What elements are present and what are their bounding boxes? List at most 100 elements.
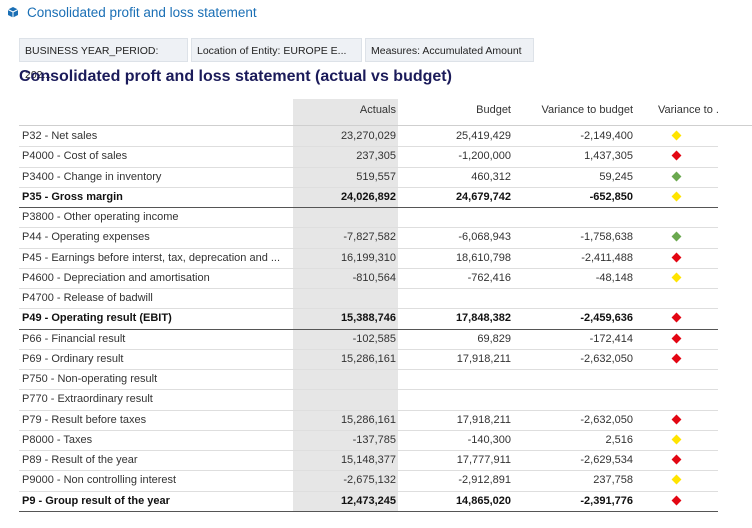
cell-actuals: 15,148,377 xyxy=(340,454,396,466)
column-header: Budget xyxy=(476,104,511,116)
row-line xyxy=(19,288,718,289)
status-indicator xyxy=(671,434,682,445)
row-line xyxy=(19,389,718,391)
column-header: Variance to budget xyxy=(541,104,633,116)
row-label: P89 - Result of the year xyxy=(22,454,138,466)
cell-budget: 17,918,211 xyxy=(456,413,511,426)
row-label: P79 - Result before taxes xyxy=(22,413,147,426)
row-line xyxy=(19,166,718,168)
column-header: Variance to . xyxy=(658,104,719,116)
filter-chip[interactable]: Location of Entity: EUROPE E... xyxy=(191,38,362,62)
cell-budget: 460,312 xyxy=(471,170,511,183)
cell-actuals: 23,270,029 xyxy=(340,130,396,142)
row-line xyxy=(19,267,718,269)
row-line xyxy=(19,328,718,330)
row-label: P66 - Financial result xyxy=(22,332,126,345)
cell-actuals: 15,388,746 xyxy=(340,312,396,325)
status-indicator xyxy=(671,454,682,465)
cell-actuals: 12,473,245 xyxy=(340,494,396,507)
status-indicator xyxy=(671,191,682,202)
cell-budget: -2,912,891 xyxy=(458,474,511,487)
row-line xyxy=(19,429,718,431)
cell-actuals: -810,564 xyxy=(352,271,396,284)
page-title: Consolidated profit and loss statement xyxy=(27,5,257,20)
cell-actuals: -102,585 xyxy=(352,332,396,345)
row-line xyxy=(19,146,718,148)
column-header: Actuals xyxy=(359,104,396,116)
cell-budget: 18,610,798 xyxy=(455,251,511,264)
cell-variance: -2,391,776 xyxy=(580,494,633,507)
row-label: P45 - Earnings before interst, tax, depr… xyxy=(22,251,281,264)
table-title: Consolidated proft and loss statement (a… xyxy=(19,68,452,85)
cell-variance: -652,850 xyxy=(589,190,633,203)
row-line xyxy=(19,348,718,350)
cell-variance: -2,459,636 xyxy=(580,312,633,325)
cell-budget: 17,848,382 xyxy=(455,312,511,325)
status-indicator xyxy=(671,231,682,242)
cell-variance: -2,632,050 xyxy=(580,352,633,365)
row-label: P35 - Gross margin xyxy=(22,190,123,203)
cell-variance: -2,629,534 xyxy=(580,454,633,466)
row-label: P9000 - Non controlling interest xyxy=(22,474,177,487)
status-indicator xyxy=(671,474,682,485)
cell-budget: 24,679,742 xyxy=(455,190,511,203)
cell-variance: 237,758 xyxy=(593,474,633,487)
cell-budget: 14,865,020 xyxy=(455,494,511,507)
row-line xyxy=(19,308,718,310)
cell-budget: 17,918,211 xyxy=(456,352,511,365)
row-label: P4700 - Release of badwill xyxy=(22,292,153,304)
cell-actuals: 24,026,892 xyxy=(340,190,396,203)
cell-budget: 17,777,911 xyxy=(456,454,511,466)
row-line xyxy=(19,186,718,188)
cell-actuals: -7,827,582 xyxy=(343,231,396,244)
cell-actuals: -2,675,132 xyxy=(343,474,396,487)
row-line xyxy=(19,409,718,411)
cell-budget: 25,419,429 xyxy=(455,130,511,142)
cell-actuals: 15,286,161 xyxy=(340,352,396,365)
cell-variance: -2,149,400 xyxy=(580,130,633,142)
status-indicator xyxy=(671,150,682,161)
row-label: P750 - Non-operating result xyxy=(22,373,158,385)
status-indicator xyxy=(671,312,682,323)
row-line xyxy=(19,510,718,512)
cell-actuals: 16,199,310 xyxy=(340,251,396,264)
row-line xyxy=(19,247,718,249)
row-label: P3400 - Change in inventory xyxy=(22,170,162,183)
cell-variance: -172,414 xyxy=(589,332,633,345)
cell-variance: 1,437,305 xyxy=(584,150,633,163)
cell-variance: 2,516 xyxy=(605,433,633,446)
cell-variance: -2,632,050 xyxy=(580,413,633,426)
actuals-shade xyxy=(293,99,398,511)
status-indicator xyxy=(671,333,682,343)
row-label: P9 - Group result of the year xyxy=(22,494,170,507)
status-indicator xyxy=(671,171,682,181)
cell-budget: -140,300 xyxy=(467,433,511,446)
row-label: P32 - Net sales xyxy=(22,130,98,142)
cell-variance: -48,148 xyxy=(595,271,633,284)
row-label: P69 - Ordinary result xyxy=(22,352,124,365)
row-label: P4000 - Cost of sales xyxy=(22,150,128,163)
row-line xyxy=(19,207,718,208)
row-label: P770 - Extraordinary result xyxy=(22,393,153,406)
status-indicator xyxy=(671,252,682,262)
row-label: P49 - Operating result (EBIT) xyxy=(22,312,172,325)
row-label: P8000 - Taxes xyxy=(22,433,93,446)
row-label: P3800 - Other operating income xyxy=(22,211,179,223)
filter-chip[interactable]: BUSINESS YEAR_PERIOD: 202... xyxy=(19,38,188,81)
cell-actuals: 237,305 xyxy=(356,150,396,163)
cell-budget: -1,200,000 xyxy=(458,150,511,163)
row-label: P4600 - Depreciation and amortisation xyxy=(22,271,210,284)
status-indicator xyxy=(671,130,682,141)
cell-actuals: 519,557 xyxy=(356,170,396,183)
filter-chip[interactable]: Measures: Accumulated Amount xyxy=(365,38,534,62)
cell-actuals: -137,785 xyxy=(352,433,396,446)
row-line xyxy=(19,369,718,370)
cell-budget: -6,068,943 xyxy=(458,231,511,244)
header-line xyxy=(19,125,752,126)
app-icon xyxy=(7,7,19,18)
cell-variance: -2,411,488 xyxy=(581,251,633,264)
row-line xyxy=(19,450,718,451)
row-line xyxy=(19,227,718,229)
status-indicator xyxy=(671,353,682,364)
